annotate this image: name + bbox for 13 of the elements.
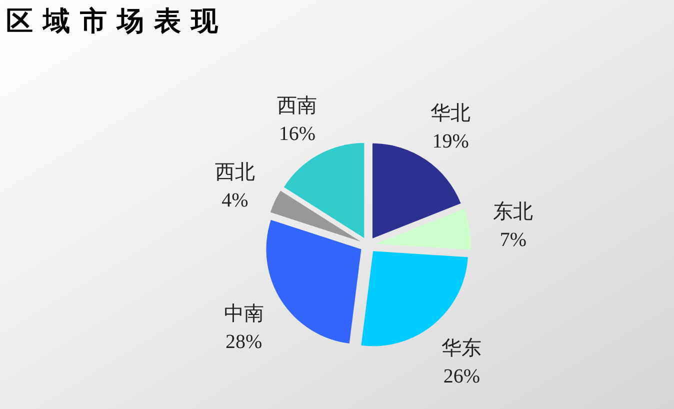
slice-label: 西北	[214, 161, 255, 184]
slice-label: 西南	[277, 95, 318, 118]
slice-label: 华东	[442, 337, 482, 360]
chart-title: 区域市场表现	[6, 6, 228, 37]
data-label: 7%	[500, 229, 527, 252]
data-label: 28%	[226, 330, 262, 353]
data-label: 19%	[432, 130, 469, 152]
slice-label: 中南	[224, 302, 264, 325]
data-label: 26%	[443, 365, 480, 388]
data-label: 4%	[222, 189, 248, 212]
slice-label: 华北	[430, 102, 471, 124]
data-label: 16%	[278, 123, 316, 146]
slice-label: 东北	[493, 201, 534, 224]
